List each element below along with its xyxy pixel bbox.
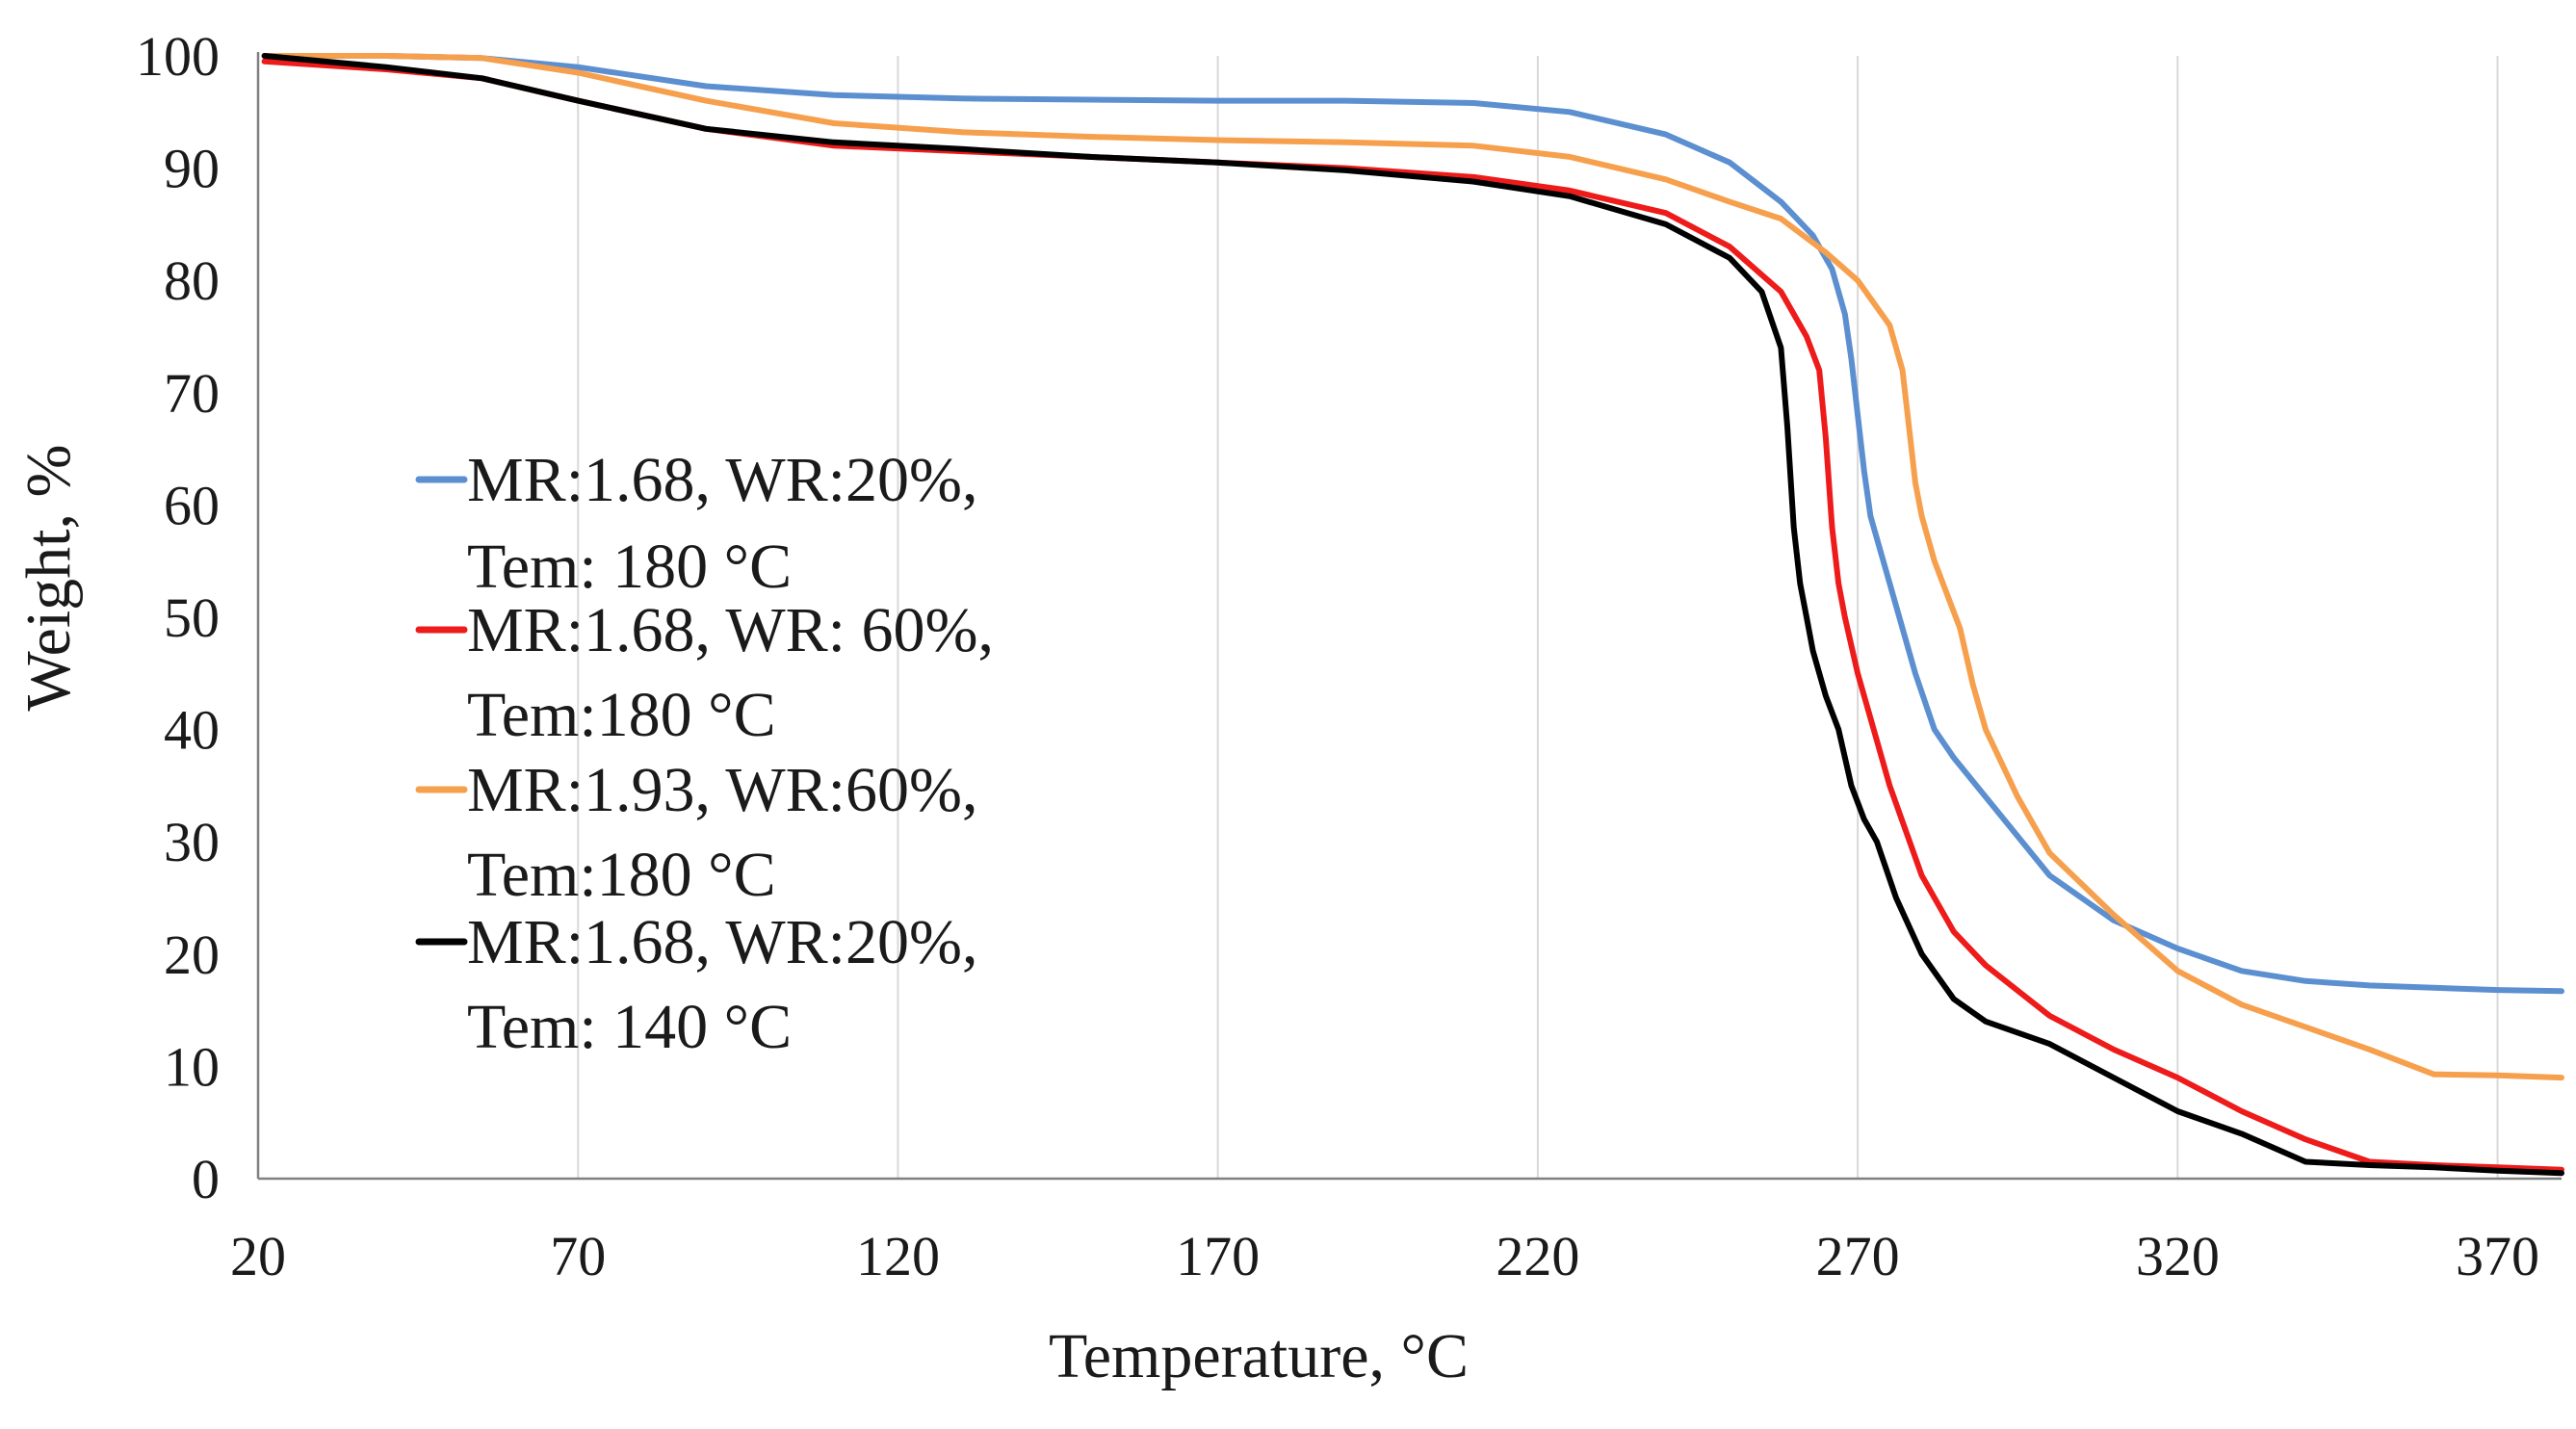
x-tick-label: 70 — [550, 1225, 606, 1287]
series-line-4 — [261, 53, 2564, 1177]
y-axis-title: Weight, % — [13, 445, 84, 712]
legend-entry-1: MR:1.68, WR:20%, Tem: 180 °C — [415, 445, 977, 602]
legend-entry-2: MR:1.68, WR: 60%, Tem:180 °C — [415, 595, 994, 750]
y-tick-label: 20 — [164, 923, 220, 986]
legend-label: MR:1.93, WR:60%, — [467, 755, 977, 825]
y-tick-label: 90 — [164, 138, 220, 200]
axes — [256, 52, 2562, 1181]
x-tick-label: 370 — [2456, 1225, 2539, 1287]
legend-label: Tem:180 °C — [467, 840, 776, 910]
y-tick-label: 40 — [164, 699, 220, 762]
y-tick-label: 80 — [164, 249, 220, 312]
y-tick-label: 10 — [164, 1035, 220, 1098]
series-line-1 — [261, 53, 2564, 995]
legend-label: MR:1.68, WR:20%, — [467, 445, 977, 515]
y-tick-labels: 0 10 20 30 40 50 60 70 80 90 100 — [136, 25, 220, 1210]
legend-label: Tem: 180 °C — [467, 532, 792, 602]
x-tick-label: 320 — [2136, 1225, 2220, 1287]
legend-label: Tem: 140 °C — [467, 992, 792, 1062]
y-tick-label: 0 — [192, 1148, 220, 1210]
data-series — [261, 53, 2564, 1177]
legend-entry-4: MR:1.68, WR:20%, Tem: 140 °C — [415, 907, 977, 1062]
legend-entry-3: MR:1.93, WR:60%, Tem:180 °C — [415, 755, 977, 910]
series-line-3 — [261, 53, 2564, 1081]
legend-label: MR:1.68, WR:20%, — [467, 907, 977, 977]
x-tick-label: 120 — [856, 1225, 940, 1287]
x-tick-label: 20 — [230, 1225, 286, 1287]
legend-label: Tem:180 °C — [467, 680, 776, 750]
y-tick-label: 70 — [164, 362, 220, 425]
y-tick-label: 30 — [164, 811, 220, 873]
legend-label: MR:1.68, WR: 60%, — [467, 595, 994, 665]
x-tick-label: 270 — [1816, 1225, 1900, 1287]
y-tick-label: 50 — [164, 586, 220, 649]
x-tick-labels: 20 70 120 170 220 270 320 370 — [230, 1225, 2539, 1287]
vertical-gridlines — [577, 56, 2499, 1179]
x-tick-label: 170 — [1176, 1225, 1260, 1287]
y-tick-label: 100 — [136, 25, 220, 88]
x-tick-label: 220 — [1496, 1225, 1579, 1287]
legend: MR:1.68, WR:20%, Tem: 180 °CMR:1.68, WR: … — [415, 445, 994, 1062]
x-axis-title: Temperature, °C — [1049, 1321, 1469, 1391]
y-tick-label: 60 — [164, 474, 220, 536]
